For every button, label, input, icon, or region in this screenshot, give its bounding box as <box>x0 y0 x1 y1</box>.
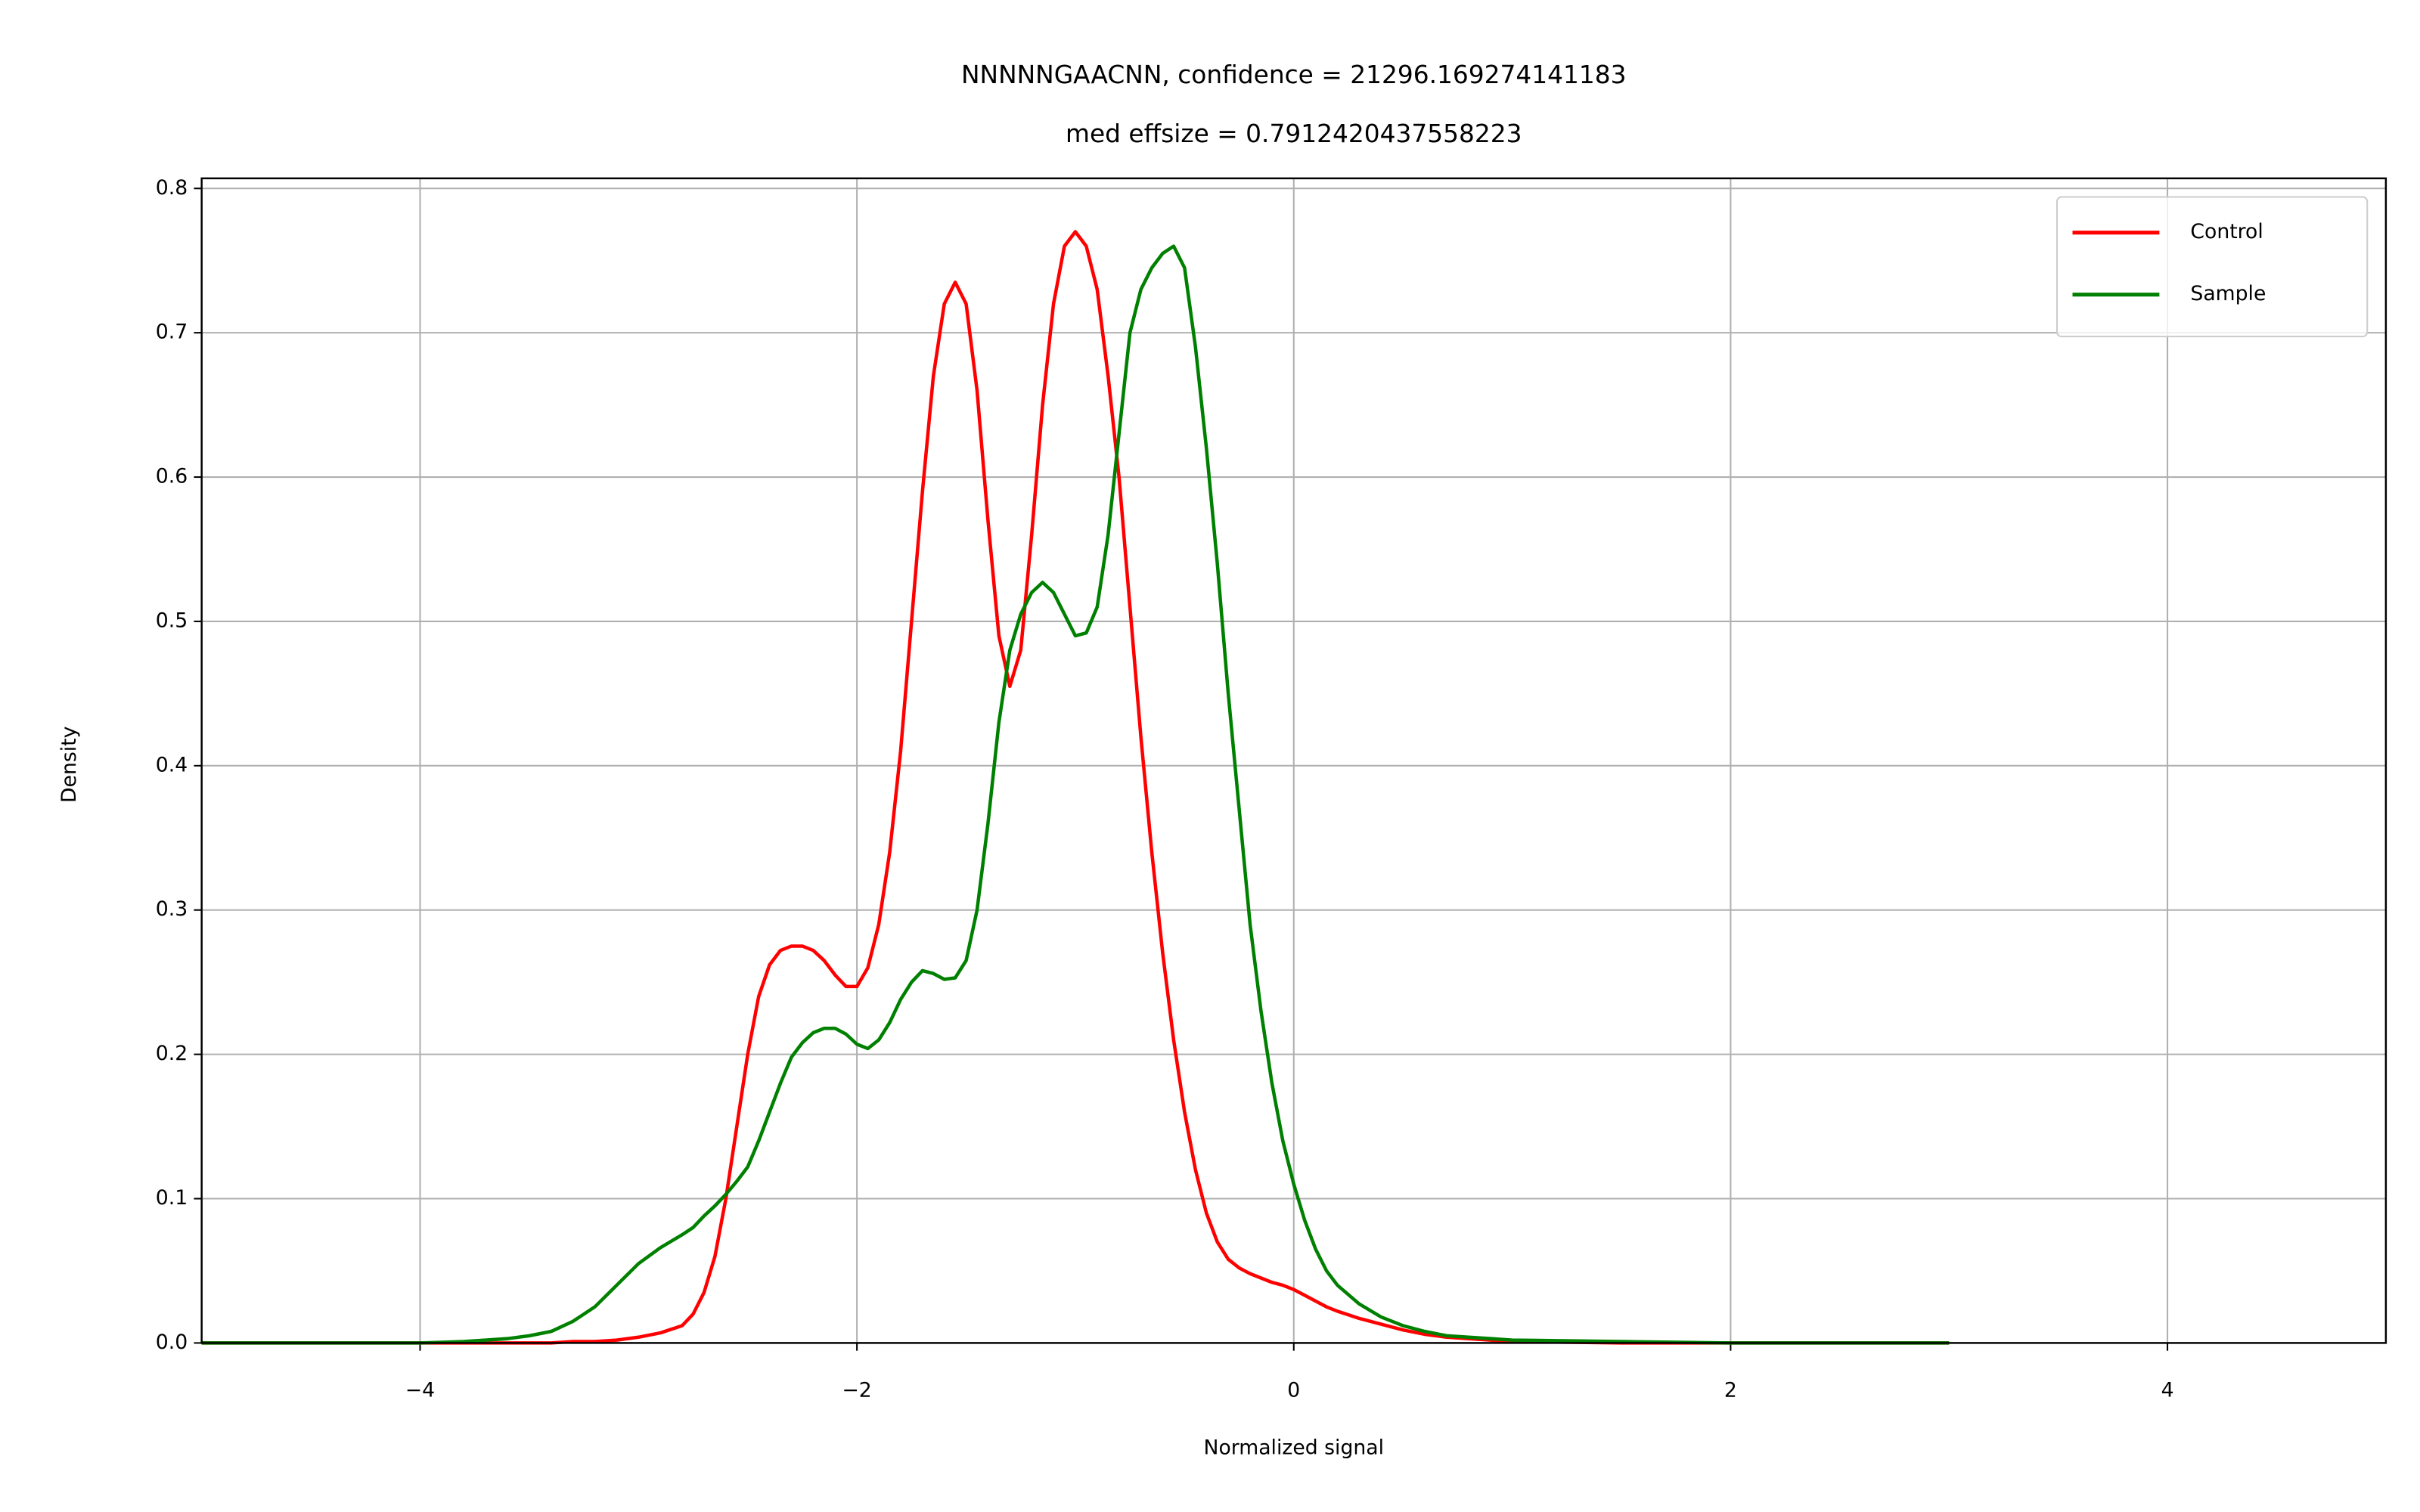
legend-label: Sample <box>2190 282 2266 305</box>
chart-title: NNNNNGAACNN, confidence = 21296.16927414… <box>961 60 1627 89</box>
y-tick-label: 0.0 <box>156 1331 188 1354</box>
y-tick-label: 0.1 <box>156 1186 188 1210</box>
legend-label: Control <box>2190 220 2263 243</box>
plot-frame <box>200 177 2387 1344</box>
chart-subtitle: med effsize = 0.7912420437558223 <box>1066 119 1522 148</box>
y-tick-label: 0.2 <box>156 1042 188 1065</box>
y-tick-label: 0.7 <box>156 321 188 344</box>
legend: Control Sample <box>2055 196 2369 338</box>
x-tick-label: 2 <box>1724 1379 1737 1402</box>
data-line <box>201 244 1950 1345</box>
x-axis-label: Normalized signal <box>1204 1436 1385 1459</box>
x-tick-label: 0 <box>1287 1379 1300 1402</box>
x-tick-label: −4 <box>405 1379 435 1402</box>
legend-box <box>2055 196 2369 338</box>
y-tick-label: 0.5 <box>156 609 188 632</box>
y-tick-label: 0.8 <box>156 176 188 200</box>
y-tick-label: 0.6 <box>156 465 188 488</box>
x-tick-label: 4 <box>2161 1379 2174 1402</box>
y-axis-label: Density <box>57 727 81 803</box>
x-tick-label: −2 <box>842 1379 871 1402</box>
data-line <box>201 230 1950 1345</box>
y-tick-label: 0.3 <box>156 897 188 921</box>
y-tick-label: 0.4 <box>156 753 188 776</box>
